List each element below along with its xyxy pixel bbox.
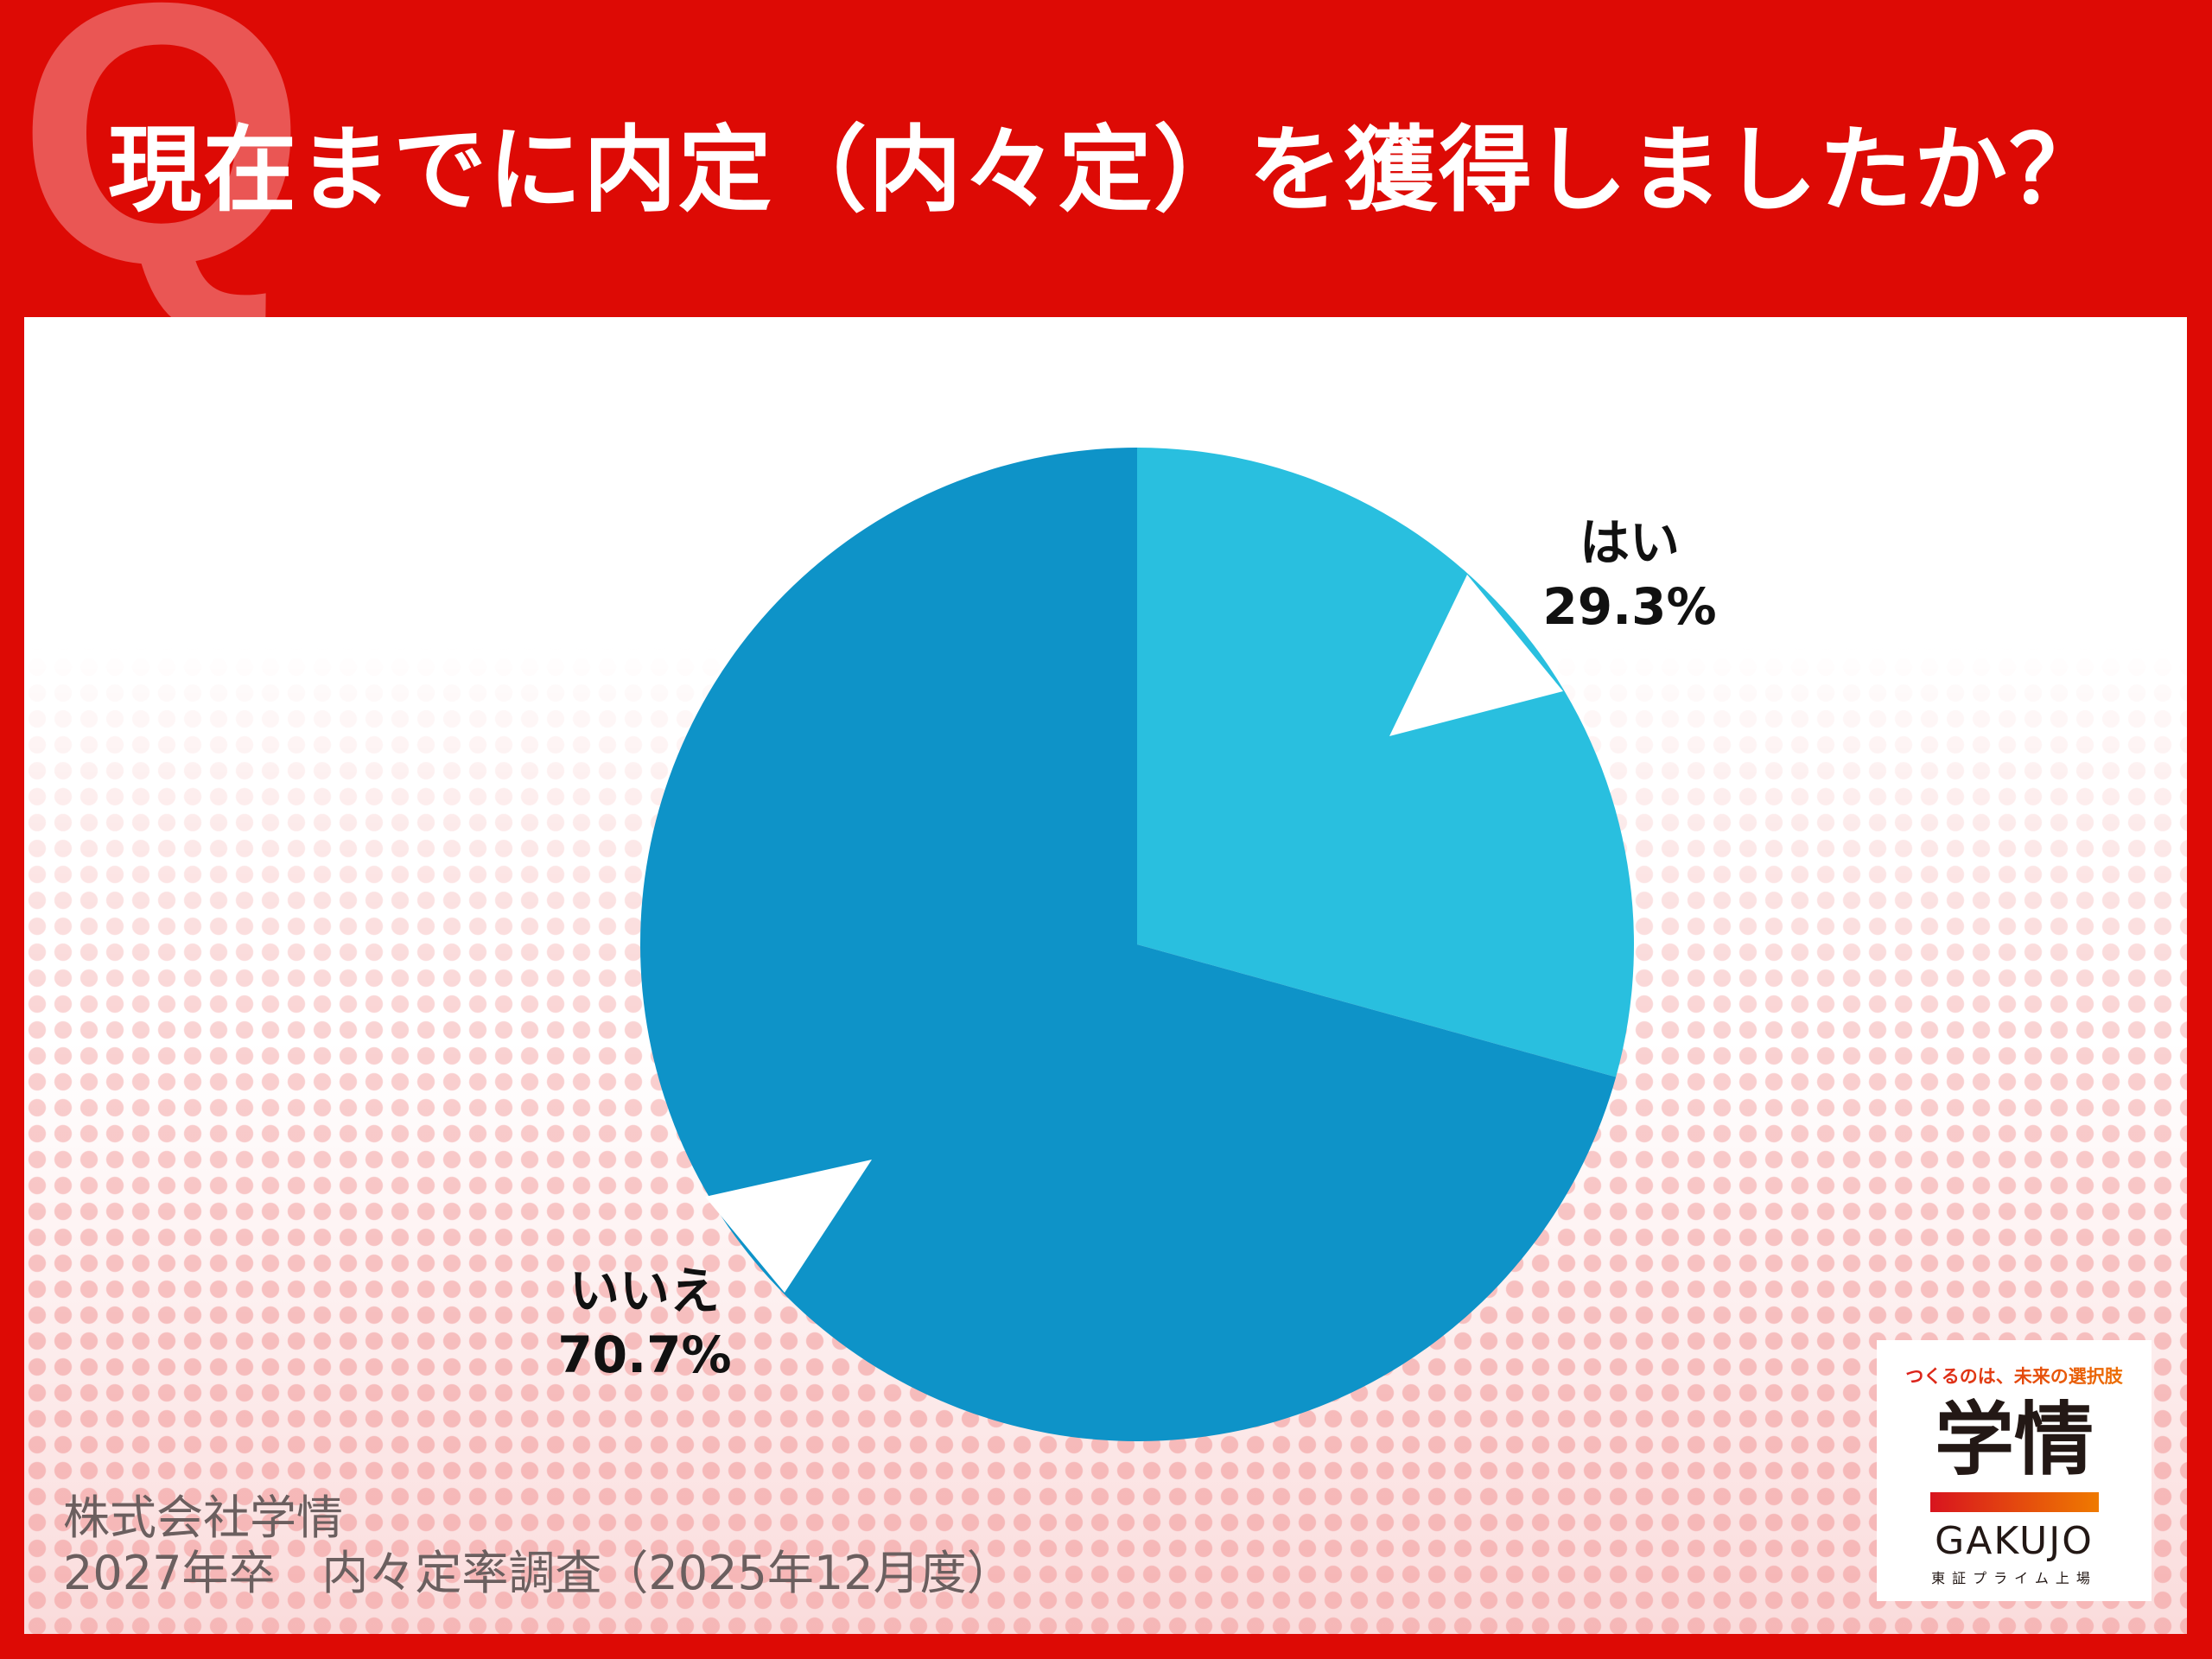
logo-bar	[1929, 1492, 2099, 1512]
logo-tagline: つくるのは、未来の選択肢	[1877, 1363, 2152, 1389]
label-pointer-no	[705, 1160, 872, 1293]
survey-name: 2027年卒 内々定率調査（2025年12月度）	[63, 1546, 1014, 1600]
company-name: 株式会社学情	[63, 1491, 343, 1545]
slice-value-yes: 29.3%	[1542, 577, 1716, 636]
slice-label-yes: はい	[1580, 513, 1680, 572]
page-title: 現在までに内定（内々定）を獲得しましたか？	[107, 117, 2104, 225]
logo-name-en: GAKUJO	[1935, 1519, 2094, 1563]
q-watermark: Q	[17, 0, 307, 341]
gakujo-logo: つくるのは、未来の選択肢 学情 GAKUJO 東証プライム上場	[1877, 1340, 2152, 1601]
pie-slice-no	[640, 448, 1617, 1441]
pie-slice-yes	[1137, 448, 1634, 1077]
source-note: 株式会社学情 2027年卒 内々定率調査（2025年12月度）	[63, 1491, 1014, 1601]
slice-value-no: 70.7%	[557, 1325, 731, 1384]
label-pointer-yes	[1389, 575, 1563, 736]
logo-name: 学情	[1934, 1394, 2094, 1486]
slice-label-no: いいえ	[569, 1262, 720, 1320]
logo-listing: 東証プライム上場	[1931, 1570, 2097, 1586]
